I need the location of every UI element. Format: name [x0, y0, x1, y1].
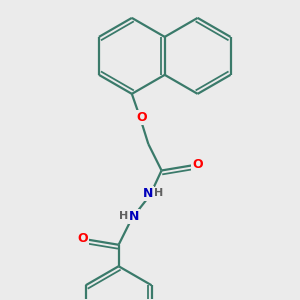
Text: H: H: [154, 188, 163, 198]
Text: N: N: [143, 187, 153, 200]
Text: H: H: [119, 211, 128, 221]
Text: N: N: [129, 210, 139, 223]
Text: O: O: [136, 111, 147, 124]
Text: O: O: [192, 158, 202, 171]
Text: O: O: [78, 232, 88, 245]
